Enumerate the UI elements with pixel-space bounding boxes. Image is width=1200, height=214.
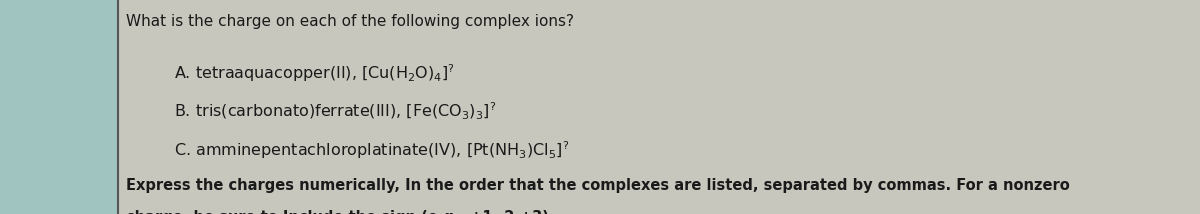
- Text: charge, be sure to Include the sign (e.g., +1,-2,+3).: charge, be sure to Include the sign (e.g…: [126, 210, 554, 214]
- Text: Express the charges numerically, In the order that the complexes are listed, sep: Express the charges numerically, In the …: [126, 178, 1069, 193]
- Text: What is the charge on each of the following complex ions?: What is the charge on each of the follow…: [126, 14, 574, 29]
- Text: C. amminepentachloroplatinate(IV), $[\mathrm{Pt(NH_3)Cl_5}]^?$: C. amminepentachloroplatinate(IV), $[\ma…: [174, 139, 569, 161]
- Text: B. tris(carbonato)ferrate(III), $[\mathrm{Fe(CO_3)_3}]^?$: B. tris(carbonato)ferrate(III), $[\mathr…: [174, 101, 497, 122]
- Bar: [0, 0, 118, 214]
- Text: A. tetraaquacopper(II), $[\mathrm{Cu(H_2O)_4}]^?$: A. tetraaquacopper(II), $[\mathrm{Cu(H_2…: [174, 62, 455, 84]
